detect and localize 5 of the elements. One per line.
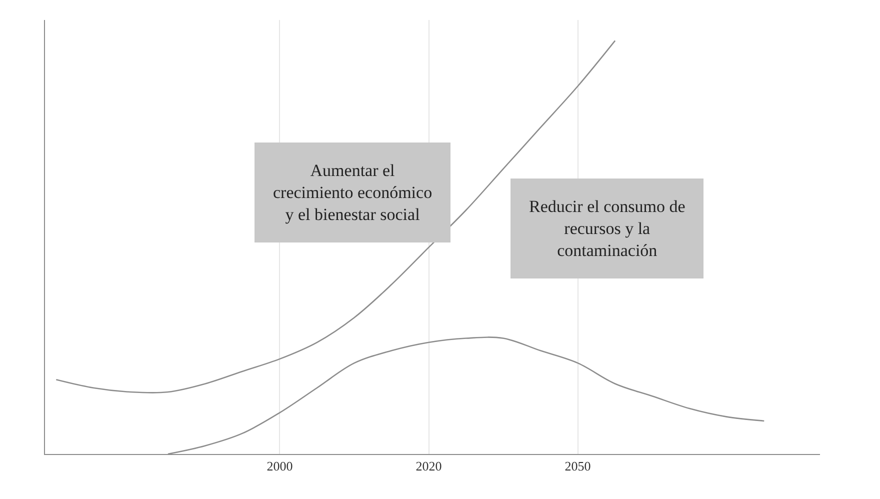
annotation: Reducir el consumo de recursos y la contaminación (529, 197, 686, 260)
x-tick-label: 2000 (266, 458, 293, 474)
annotation: Aumentar el crecimiento económico y el bienestar social (273, 161, 432, 224)
x-tick-label: 2050 (564, 458, 591, 474)
x-tick-label: 2020 (416, 458, 442, 474)
